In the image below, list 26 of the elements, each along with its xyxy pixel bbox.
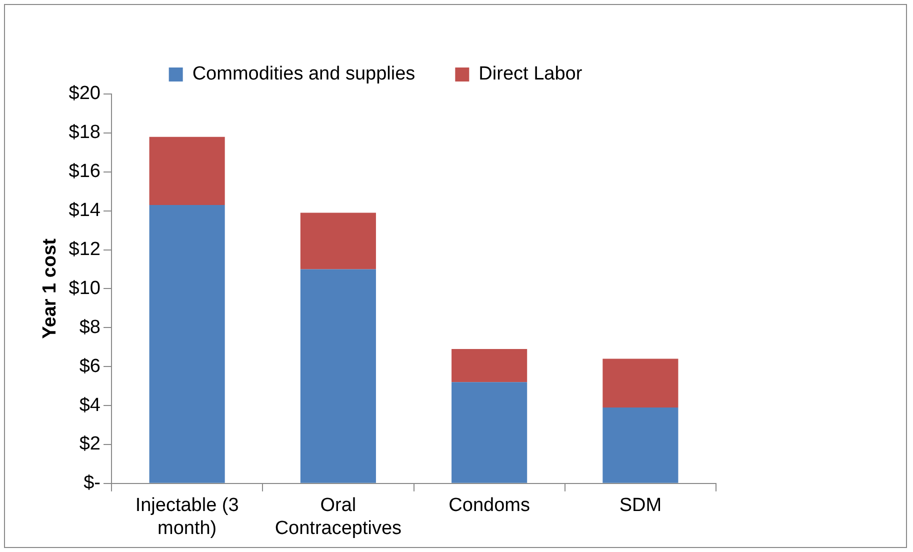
y-tick-label: $18: [68, 122, 100, 144]
bar: [452, 349, 528, 382]
legend-label: Direct Labor: [478, 64, 583, 85]
bar: [300, 269, 376, 483]
y-tick-label: $2: [79, 434, 100, 455]
x-tick-label: Condoms: [448, 495, 530, 516]
y-tick-label: $4: [79, 394, 101, 416]
legend-label: Commodities and supplies: [192, 64, 416, 85]
y-tick-label: $12: [68, 238, 100, 260]
y-tick-label: $8: [79, 316, 100, 338]
y-tick-label: $16: [68, 161, 100, 182]
bar: [300, 212, 376, 270]
y-tick-label: $14: [68, 200, 101, 222]
bar: [149, 204, 225, 483]
y-tick-label: $10: [68, 278, 100, 299]
y-tick-label: $20: [68, 83, 100, 104]
x-tick-label: SDM: [619, 495, 662, 516]
bar: [452, 382, 528, 483]
x-tick-label: Injectable (3 month): [135, 495, 239, 539]
y-axis-title: Year 1 cost: [40, 238, 61, 339]
y-tick-label: $6: [79, 356, 100, 377]
y-tick-label: $-: [84, 472, 100, 494]
bar: [149, 136, 225, 205]
bar: [602, 407, 678, 483]
bar: [602, 358, 678, 408]
x-tick-label: Oral Contraceptives: [274, 495, 402, 539]
